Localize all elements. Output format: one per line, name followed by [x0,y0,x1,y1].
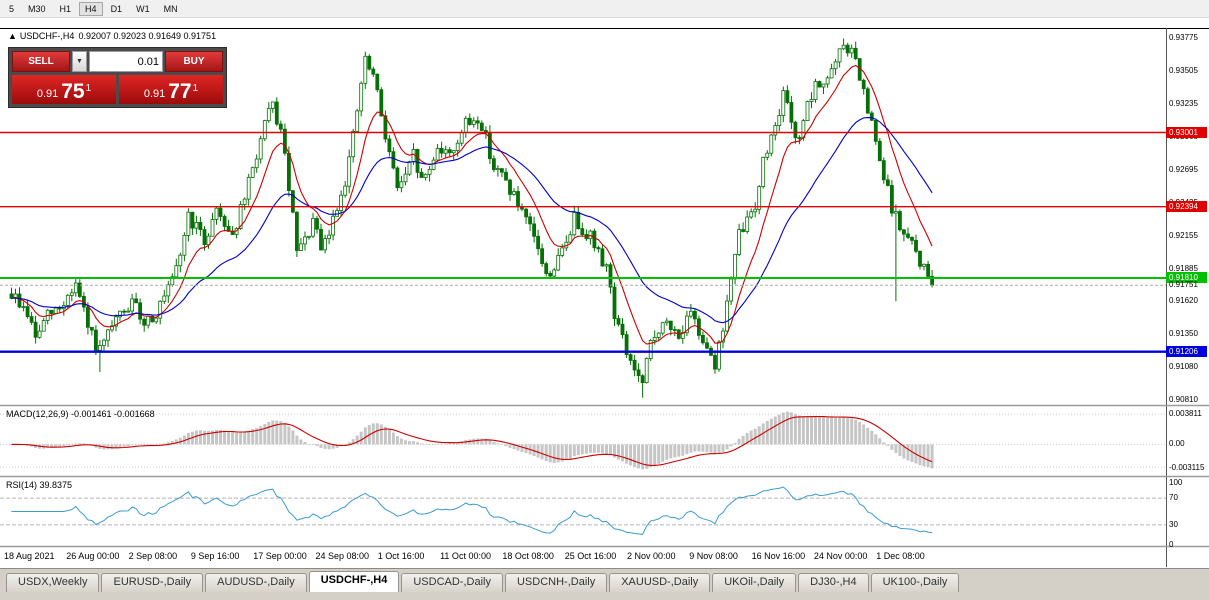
price-tick-label: 0.91080 [1169,362,1198,372]
ma-slow-line [11,117,933,324]
collapse-icon[interactable]: ▲ [8,31,17,41]
rsi-indicator-label: RSI(14) 39.8375 [6,480,73,490]
bid-price-button[interactable]: 0.91 75 1 [12,75,116,104]
price-tick-label: 0.92155 [1169,230,1198,240]
timeframe-button-W1[interactable]: W1 [130,2,156,16]
chart-tab-usdcnh-daily[interactable]: USDCNH-,Daily [504,573,608,592]
macd-axis-max: 0.003811 [1169,409,1202,418]
bid-pipette: 1 [85,83,92,94]
time-tick-label: 1 Oct 16:00 [377,551,425,561]
time-tick-label: 9 Sep 16:00 [190,551,240,561]
price-line-badge: 0.91810 [1166,271,1207,283]
candlestick-series [9,38,934,398]
time-tick-label: 25 Oct 16:00 [564,551,617,561]
chart-tab-dj30-h4[interactable]: DJ30-,H4 [798,573,869,592]
chart-tab-ukoil-daily[interactable]: UKOil-,Daily [712,573,797,592]
time-tick-label: 16 Nov 16:00 [751,551,806,561]
rsi-axis-label: 30 [1169,519,1178,529]
price-tick-label: 0.91620 [1169,296,1198,306]
time-tick-label: 26 Aug 00:00 [66,551,120,561]
ask-price-button[interactable]: 0.91 77 1 [119,75,223,104]
price-tick-label: 0.93235 [1169,98,1198,108]
macd-histogram [10,411,934,470]
chart-tab-usdx-weekly[interactable]: USDX,Weekly [6,573,100,592]
bid-price-label: 0.91751 [1169,280,1198,290]
timeframe-button-5[interactable]: 5 [3,2,20,16]
ask-big-figure: 0.91 [143,87,166,100]
macd-axis-min: -0.003115 [1169,463,1205,472]
time-tick-label: 24 Nov 00:00 [813,551,868,561]
chevron-down-icon: ▼ [76,58,83,65]
chart-tab-usdcad-daily[interactable]: USDCAD-,Daily [401,573,503,592]
time-tick-label: 11 Oct 00:00 [440,551,491,561]
price-tick-label: 0.93505 [1169,66,1198,75]
timeframe-toolbar: 5 M30 H1 H4 D1 W1 MN [0,0,1209,18]
time-tick-label: 24 Sep 08:00 [315,551,370,561]
chart-tab-audusd-daily[interactable]: AUDUSD-,Daily [205,573,307,592]
chart-tab-bar: USDX,Weekly EURUSD-,Daily AUDUSD-,Daily USD… [0,568,1209,600]
bid-pips: 75 [61,80,85,103]
rsi-axis-label: 100 [1169,478,1183,487]
timeframe-button-M30[interactable]: M30 [22,2,52,16]
time-tick-label: 17 Sep 00:00 [253,551,307,561]
macd-indicator-label: MACD(12,26,9) -0.001461 -0.001668 [6,409,155,419]
price-tick-label: 0.92695 [1169,164,1198,174]
price-tick-label: 0.90810 [1169,395,1198,405]
rsi-axis-label: 0 [1169,540,1174,549]
chart-tab-xauusd-daily[interactable]: XAUUSD-,Daily [609,573,711,592]
volume-input[interactable] [89,51,163,72]
chart-tab-uk100-daily[interactable]: UK100-,Daily [870,573,960,592]
bid-big-figure: 0.91 [36,87,59,100]
price-line-badge: 0.91206 [1166,345,1207,357]
sell-button[interactable]: SELL [12,51,70,72]
price-tick-label: 0.91885 [1169,263,1198,273]
ask-pips: 77 [168,80,192,103]
timeframe-button-D1[interactable]: D1 [105,2,129,16]
price-tick-label: 0.93775 [1169,33,1198,43]
time-tick-label: 2 Nov 00:00 [627,551,676,561]
timeframe-button-H4[interactable]: H4 [79,1,103,16]
volume-dropdown-button[interactable]: ▼ [72,51,87,72]
rsi-line [11,486,933,535]
one-click-trading-panel: SELL ▼ BUY 0.91 75 1 0.91 77 1 [8,47,227,108]
timeframe-button-MN[interactable]: MN [158,2,184,16]
chart-ohlc-header: ▲ USDCHF-,H4 0.92007 0.92023 0.91649 0.917… [8,31,216,41]
time-tick-label: 18 Oct 08:00 [502,551,554,561]
timeframe-button-H1[interactable]: H1 [54,2,78,16]
rsi-axis-label: 70 [1169,493,1178,503]
time-tick-label: 18 Aug 2021 [4,551,55,561]
buy-button[interactable]: BUY [165,51,223,72]
price-line-badge: 0.93001 [1166,126,1207,138]
ask-pipette: 1 [192,83,199,94]
symbol-period-label: USDCHF-,H4 [19,31,75,41]
macd-signal-line [11,416,933,466]
chart-tab-eurusd-daily[interactable]: EURUSD-,Daily [101,573,204,592]
time-tick-label: 1 Dec 08:00 [876,551,925,561]
chart-tab-usdchf-h4[interactable]: USDCHF-,H4 [308,571,400,592]
time-tick-label: 2 Sep 08:00 [128,551,178,561]
time-tick-label: 9 Nov 08:00 [689,551,738,561]
ma-fast-line [11,64,933,345]
ohlc-values: 0.92007 0.92023 0.91649 0.91751 [78,31,217,41]
price-tick-label: 0.91350 [1169,329,1198,339]
macd-axis-zero: 0.00 [1169,439,1185,449]
price-line-badge: 0.92394 [1166,200,1207,212]
